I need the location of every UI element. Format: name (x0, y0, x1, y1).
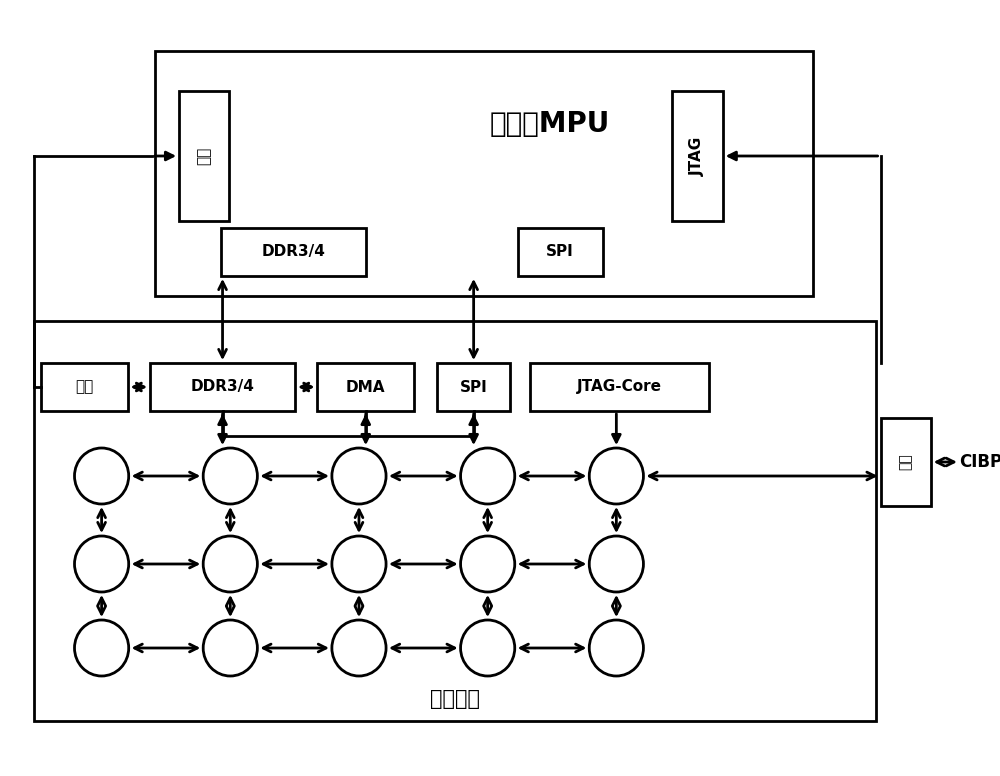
Circle shape (461, 448, 515, 504)
FancyBboxPatch shape (437, 363, 510, 411)
Circle shape (332, 448, 386, 504)
Text: DDR3/4: DDR3/4 (191, 379, 254, 394)
Text: JTAG-Core: JTAG-Core (577, 379, 662, 394)
FancyBboxPatch shape (672, 91, 723, 221)
FancyBboxPatch shape (179, 91, 229, 221)
Text: SPI: SPI (460, 379, 488, 394)
Text: DMA: DMA (346, 379, 385, 394)
Text: 互连裸芯: 互连裸芯 (430, 689, 480, 709)
Circle shape (203, 448, 257, 504)
FancyBboxPatch shape (150, 363, 295, 411)
FancyBboxPatch shape (34, 321, 876, 721)
Circle shape (589, 448, 643, 504)
Text: 主设备MPU: 主设备MPU (489, 110, 610, 138)
FancyBboxPatch shape (221, 228, 366, 276)
FancyBboxPatch shape (530, 363, 709, 411)
Circle shape (332, 536, 386, 592)
FancyBboxPatch shape (317, 363, 414, 411)
Circle shape (203, 620, 257, 676)
Text: JTAG: JTAG (690, 137, 705, 175)
Circle shape (75, 620, 129, 676)
FancyBboxPatch shape (41, 363, 128, 411)
Text: DDR3/4: DDR3/4 (261, 244, 325, 259)
FancyBboxPatch shape (881, 418, 931, 506)
Circle shape (461, 620, 515, 676)
Circle shape (589, 536, 643, 592)
Circle shape (75, 448, 129, 504)
Circle shape (461, 536, 515, 592)
Circle shape (589, 620, 643, 676)
FancyBboxPatch shape (518, 228, 603, 276)
Circle shape (332, 620, 386, 676)
Text: CIBP: CIBP (960, 453, 1000, 471)
Text: 中断: 中断 (75, 379, 93, 394)
FancyBboxPatch shape (155, 51, 813, 296)
Text: SPI: SPI (546, 244, 574, 259)
Circle shape (75, 536, 129, 592)
Text: 步进: 步进 (899, 454, 913, 470)
Text: 中断: 中断 (197, 147, 212, 165)
Circle shape (203, 536, 257, 592)
